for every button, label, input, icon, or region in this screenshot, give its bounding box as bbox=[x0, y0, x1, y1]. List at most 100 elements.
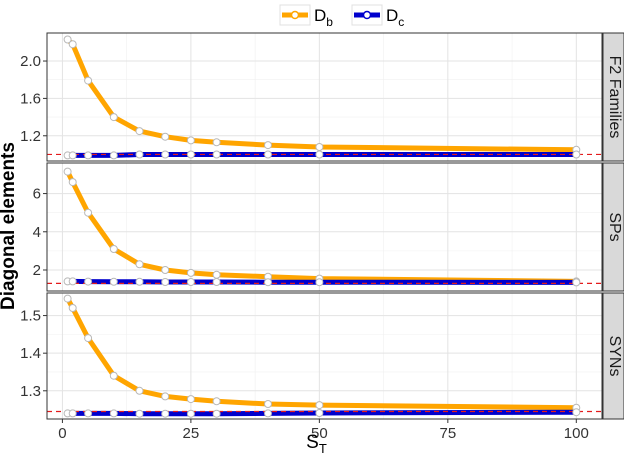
data-point-Dc bbox=[264, 409, 272, 418]
data-point-Db bbox=[84, 334, 93, 343]
panel-1: 1.2 1.6 2.0 F2 Families bbox=[20, 32, 624, 162]
data-point-Dc bbox=[315, 409, 324, 417]
legend: Db Dc bbox=[279, 4, 404, 29]
data-point-Db bbox=[264, 141, 272, 150]
data-point-Db bbox=[161, 392, 170, 401]
data-point-Dc bbox=[161, 278, 170, 286]
y-tick-label: 1.4 bbox=[20, 345, 41, 362]
y-tick-label: 2 bbox=[33, 262, 41, 279]
x-axis-title-main: S bbox=[306, 432, 319, 453]
panel-strip-label: SYNs bbox=[606, 336, 623, 377]
data-point-Dc bbox=[68, 277, 77, 286]
data-point-Dc bbox=[84, 409, 93, 418]
y-tick-label: 6 bbox=[33, 186, 41, 203]
panel-background bbox=[47, 293, 602, 419]
data-point-Db bbox=[161, 266, 170, 274]
data-point-Db bbox=[135, 127, 144, 136]
data-point-Dc bbox=[315, 150, 324, 159]
panel-background bbox=[47, 163, 602, 291]
y-axis-title: Diagonal elements bbox=[0, 142, 19, 310]
data-point-Db bbox=[264, 400, 272, 408]
data-point-Dc bbox=[315, 278, 324, 287]
data-point-Dc bbox=[212, 278, 221, 286]
legend-label: Dc bbox=[386, 6, 404, 29]
panel-strip bbox=[602, 32, 624, 162]
data-point-Dc bbox=[186, 278, 195, 286]
data-point-Dc bbox=[84, 277, 93, 286]
data-point-Dc bbox=[186, 409, 195, 418]
x-tick-label: 75 bbox=[439, 425, 456, 442]
panel-2: 2 4 6 SPs bbox=[33, 162, 624, 292]
legend-label-sub: b bbox=[326, 15, 333, 29]
panel-strip-label: F2 Families bbox=[606, 56, 623, 139]
legend-label-sub: c bbox=[398, 15, 404, 29]
data-point-Db bbox=[212, 270, 221, 279]
data-point-Db bbox=[186, 136, 195, 145]
data-point-Db bbox=[186, 395, 195, 404]
panel-border bbox=[46, 162, 603, 292]
panel-border bbox=[46, 32, 603, 162]
data-point-Dc bbox=[572, 408, 581, 417]
data-point-Dc bbox=[572, 150, 581, 159]
data-point-Db bbox=[315, 401, 324, 410]
data-point-Db bbox=[63, 167, 72, 176]
data-point-Dc bbox=[84, 151, 93, 160]
data-point-Db bbox=[63, 35, 72, 44]
data-point-Dc bbox=[161, 409, 170, 418]
data-point-Dc bbox=[572, 278, 581, 287]
data-point-Db bbox=[84, 76, 93, 85]
data-point-Db bbox=[109, 113, 118, 122]
data-point-Dc bbox=[135, 150, 144, 159]
data-point-Db bbox=[161, 132, 170, 141]
y-tick-label: 1.6 bbox=[20, 90, 41, 107]
data-point-Db bbox=[315, 143, 324, 151]
data-point-Db bbox=[63, 294, 72, 303]
data-point-Db bbox=[109, 371, 118, 380]
data-point-Db bbox=[84, 208, 93, 217]
data-point-Dc bbox=[109, 409, 118, 418]
x-axis-title: ST bbox=[306, 432, 327, 456]
panel-strip bbox=[602, 162, 624, 292]
data-point-Dc bbox=[264, 278, 272, 287]
x-tick-label: 0 bbox=[58, 425, 66, 442]
panel-strip-label: SPs bbox=[606, 212, 623, 241]
data-point-Dc bbox=[212, 409, 221, 418]
data-point-Db bbox=[68, 178, 77, 187]
panel-3: 1.3 1.4 1.5 SYNs bbox=[20, 292, 624, 420]
data-point-Db bbox=[212, 138, 221, 147]
panel-strip bbox=[602, 292, 624, 420]
legend-label-main: D bbox=[386, 6, 398, 25]
x-tick-label: 100 bbox=[564, 425, 589, 442]
data-point-Dc bbox=[109, 151, 118, 160]
data-point-Db bbox=[68, 304, 77, 312]
data-point-Db bbox=[212, 397, 221, 406]
y-tick-label: 1.5 bbox=[20, 308, 41, 325]
y-tick-label: 2.0 bbox=[20, 53, 41, 70]
y-tick-label: 1.3 bbox=[20, 383, 41, 400]
panel-border bbox=[46, 292, 603, 420]
data-point-Dc bbox=[264, 150, 272, 159]
legend-key-marker bbox=[290, 10, 300, 20]
legend-label-main: D bbox=[314, 6, 326, 25]
data-point-Dc bbox=[161, 150, 170, 159]
data-point-Db bbox=[68, 40, 77, 49]
data-point-Dc bbox=[68, 409, 77, 418]
data-point-Dc bbox=[212, 150, 221, 159]
data-point-Db bbox=[135, 386, 144, 395]
data-point-Dc bbox=[68, 151, 77, 160]
legend-key-marker bbox=[362, 10, 372, 20]
data-point-Dc bbox=[135, 409, 144, 418]
data-point-Dc bbox=[186, 150, 195, 159]
data-point-Dc bbox=[135, 277, 144, 286]
y-tick-label: 4 bbox=[33, 224, 41, 241]
legend-label: Db bbox=[314, 6, 333, 29]
data-point-Db bbox=[186, 268, 195, 277]
data-point-Db bbox=[135, 260, 144, 269]
x-axis-title-sub: T bbox=[319, 441, 327, 456]
panel-background bbox=[47, 33, 602, 161]
data-point-Dc bbox=[109, 277, 118, 286]
y-tick-label: 1.2 bbox=[20, 128, 41, 145]
x-tick-label: 50 bbox=[311, 425, 328, 442]
